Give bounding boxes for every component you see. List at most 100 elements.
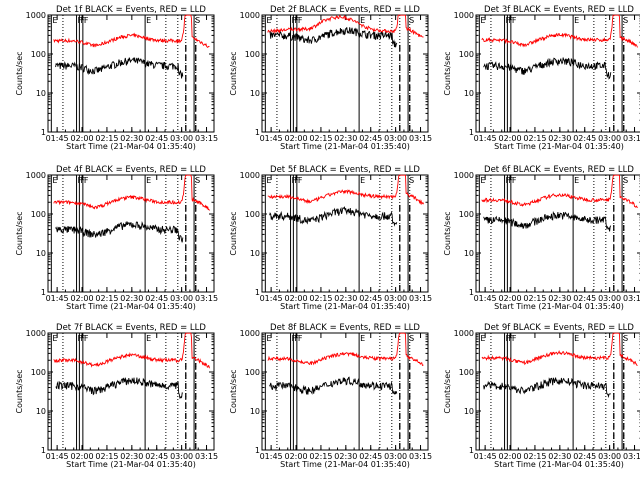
flag-label: S [195,334,200,343]
flag-label: F [84,334,89,343]
x-tick-label: 03:15 [409,452,432,461]
flag-label: E [146,176,151,185]
chart-title: Det 5f BLACK = Events, RED = LLD [270,165,420,175]
x-tick-label: 03:15 [623,452,640,461]
y-tick-label: 10 [36,89,46,98]
plot-frame [475,332,640,451]
x-tick-label: 03:15 [409,134,432,143]
x-tick-label: 02:45 [145,452,168,461]
x-tick-label: 02:15 [309,134,332,143]
chart-panel-5: Det 5f BLACK = Events, RED = LLD 1 10 100 10… [229,165,432,311]
chart-panel-4: Det 4f BLACK = Events, RED = LLD 1 10 100 10… [15,165,218,311]
y-tick-label: 1000 [454,329,474,338]
flag-label: E [52,176,57,185]
flag-label: S [195,176,200,185]
series-line-events [55,377,184,399]
y-tick-label: 100 [245,210,260,219]
flag-label: F [298,176,303,185]
chart-panel-7: Det 7f BLACK = Events, RED = LLD 1 10 100 10… [15,323,218,469]
x-tick-label: 02:30 [120,134,143,143]
flag-label: F [506,334,511,343]
y-tick-label: 1000 [454,11,474,20]
x-tick-label: 02:00 [70,294,93,303]
flag-label: F [84,16,89,25]
y-axis-label: Counts/sec [443,51,452,95]
chart-title: Det 7f BLACK = Events, RED = LLD [56,323,206,333]
y-tick-label: 10 [464,407,474,416]
x-tick-label: 03:00 [384,452,407,461]
series-line-events [269,206,398,227]
x-tick-label: 02:30 [334,294,357,303]
y-tick-label: 10 [250,407,260,416]
flag-label: E [480,176,485,185]
x-tick-label: 03:15 [195,294,218,303]
y-tick-label: 1 [255,446,260,455]
series-line-events [55,221,184,243]
x-tick-label: 03:00 [598,452,621,461]
x-tick-label: 02:45 [573,452,596,461]
x-tick-label: 03:15 [623,294,640,303]
chart-panel-1: Det 1f BLACK = Events, RED = LLD 1 10 100 10… [15,5,218,151]
plot-frame [261,174,429,293]
x-axis-label: Start Time (21-Mar-04 01:35:40) [66,302,196,311]
plot-frame [261,332,429,451]
flag-label: E [146,334,151,343]
flag-label: F [512,176,517,185]
y-tick-label: 100 [459,210,474,219]
x-tick-label: 02:45 [359,452,382,461]
x-tick-label: 02:45 [573,294,596,303]
x-tick-label: 02:30 [548,452,571,461]
x-tick-label: 01:45 [260,134,283,143]
y-tick-label: 10 [36,407,46,416]
flag-label: E [266,334,271,343]
flag-label: F [78,176,83,185]
flag-label: E [480,16,485,25]
series-line-events [483,210,612,232]
flag-label: F [292,176,297,185]
y-tick-label: 10 [464,89,474,98]
x-tick-label: 02:00 [284,294,307,303]
x-tick-label: 03:00 [170,452,193,461]
flag-label: F [298,334,303,343]
x-tick-label: 02:15 [95,452,118,461]
x-tick-label: 03:00 [598,294,621,303]
y-axis-label: Counts/sec [443,369,452,413]
series-line-lld [53,14,210,49]
chart-title: Det 2f BLACK = Events, RED = LLD [270,5,420,15]
chart-title: Det 4f BLACK = Events, RED = LLD [56,165,206,175]
flag-label: F [512,16,517,25]
flag-label: S [409,176,414,185]
y-tick-label: 100 [31,368,46,377]
y-axis-label: Counts/sec [229,369,238,413]
x-tick-label: 01:45 [474,294,497,303]
flag-label: F [506,176,511,185]
chart-panel-2: Det 2f BLACK = Events, RED = LLD 1 10 100 10… [229,5,432,151]
x-tick-label: 02:15 [95,134,118,143]
x-tick-label: 02:45 [359,294,382,303]
x-tick-label: 01:45 [474,134,497,143]
x-tick-label: 02:45 [145,294,168,303]
x-tick-label: 02:30 [334,134,357,143]
series-line-events [483,377,611,399]
flag-label: F [292,334,297,343]
x-tick-label: 02:30 [334,452,357,461]
y-tick-label: 1 [41,288,46,297]
x-axis-label: Start Time (21-Mar-04 01:35:40) [66,460,196,469]
y-tick-label: 1 [255,288,260,297]
x-tick-label: 02:30 [548,294,571,303]
x-axis-label: Start Time (21-Mar-04 01:35:40) [494,302,624,311]
flag-label: F [84,176,89,185]
y-tick-label: 100 [459,50,474,59]
y-tick-label: 1 [41,446,46,455]
y-axis-label: Counts/sec [229,51,238,95]
series-line-lld [481,174,638,209]
x-tick-label: 02:45 [573,134,596,143]
flag-label: E [360,334,365,343]
series-line-lld [53,332,210,369]
y-tick-label: 10 [250,249,260,258]
x-tick-label: 02:30 [120,294,143,303]
x-tick-label: 03:00 [170,134,193,143]
x-tick-label: 03:00 [170,294,193,303]
flag-label: S [623,176,628,185]
flag-label: E [266,16,271,25]
